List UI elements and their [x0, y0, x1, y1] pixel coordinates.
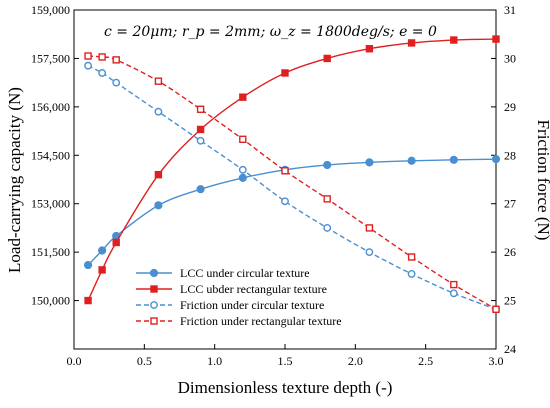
y-right-tick-label: 27 — [504, 197, 516, 211]
data-point — [238, 165, 247, 174]
data-point — [98, 53, 106, 61]
y-right-tick-label: 24 — [504, 342, 516, 356]
data-point — [449, 289, 458, 298]
series-layer — [83, 35, 501, 314]
legend-marker — [150, 285, 158, 293]
axis-ticks: 0.0 0.5 1.0 1.5 2.0 2.5 3.0 150,000 151,500 153,0… — [31, 3, 516, 368]
y-right-tick-label: 25 — [504, 294, 516, 308]
data-point — [407, 270, 416, 278]
data-point — [196, 105, 205, 113]
data-point — [323, 224, 332, 232]
series-3 — [84, 61, 500, 314]
y-axis-left-title: Load-carrying capacity (N) — [5, 87, 24, 273]
data-point — [98, 266, 106, 274]
y-right-tick-label: 26 — [504, 245, 516, 259]
y-axis-right-title: Friction force (N) — [534, 120, 550, 241]
legend-label: Friction under rectangular texture — [180, 314, 342, 328]
series-line-2 — [87, 38, 497, 301]
data-point — [450, 36, 458, 44]
data-point — [83, 260, 93, 270]
data-point — [407, 39, 416, 47]
x-tick-label: 2.5 — [418, 354, 433, 368]
data-point — [323, 54, 331, 63]
y-left-tick-label: 153,000 — [31, 197, 70, 211]
data-point — [84, 52, 92, 60]
data-point — [281, 197, 289, 206]
data-point — [407, 253, 416, 261]
y-right-tick-label: 31 — [504, 3, 516, 17]
data-point — [112, 238, 120, 247]
data-point — [365, 158, 374, 167]
y-right-tick-label: 29 — [504, 100, 516, 114]
series-2 — [84, 35, 500, 305]
data-point — [98, 69, 107, 77]
data-point — [154, 107, 163, 116]
y-left-tick-label: 156,000 — [31, 100, 70, 114]
data-point — [112, 78, 121, 87]
data-point — [84, 296, 92, 305]
data-point — [154, 170, 163, 179]
data-point — [449, 155, 458, 164]
data-point — [112, 56, 120, 64]
data-point — [450, 280, 458, 289]
data-point — [196, 125, 205, 134]
series-4 — [84, 52, 500, 313]
series-line-1 — [87, 158, 497, 266]
legend-marker — [150, 317, 158, 325]
data-point — [365, 248, 374, 257]
data-point — [239, 135, 247, 144]
y-left-tick-label: 150,000 — [31, 294, 70, 308]
chart-annotation: c = 20μm; r_p = 2mm; ω_z = 1800deg/s; e … — [104, 24, 437, 40]
x-tick-label: 1.5 — [278, 354, 293, 368]
data-point — [281, 167, 289, 175]
data-point — [196, 185, 205, 194]
data-point — [281, 69, 289, 77]
legend-label: LCC ubder rectangular texture — [180, 282, 327, 296]
data-point — [98, 246, 107, 255]
y-right-tick-label: 30 — [504, 51, 516, 65]
y-left-tick-label: 154,500 — [31, 148, 70, 162]
legend-label: LCC under circular texture — [180, 266, 310, 280]
series-1 — [83, 155, 501, 270]
legend: LCC under circular texture LCC ubder rect… — [136, 266, 342, 328]
y-left-tick-label: 151,500 — [31, 245, 70, 259]
data-point — [238, 173, 247, 182]
data-point — [365, 224, 374, 232]
x-tick-label: 3.0 — [489, 354, 504, 368]
x-axis-title: Dimensionless texture depth (-) — [178, 378, 393, 397]
data-point — [323, 160, 332, 170]
data-point — [492, 35, 500, 43]
data-point — [154, 77, 163, 85]
data-point — [196, 136, 205, 145]
y-left-tick-label: 157,500 — [31, 51, 70, 65]
legend-marker — [149, 268, 159, 278]
data-point — [491, 155, 501, 164]
legend-marker — [150, 301, 158, 309]
data-point — [323, 195, 331, 203]
data-point — [239, 93, 247, 101]
x-tick-label: 1.0 — [207, 354, 222, 368]
data-point — [492, 305, 500, 313]
data-point — [154, 201, 163, 210]
x-tick-label: 0.0 — [67, 354, 82, 368]
data-point — [84, 61, 92, 70]
legend-label: Friction under circular texture — [180, 298, 324, 312]
y-right-tick-label: 28 — [504, 148, 516, 162]
data-point — [407, 156, 416, 165]
y-left-tick-label: 159,000 — [31, 3, 70, 17]
x-tick-label: 2.0 — [348, 354, 363, 368]
x-tick-label: 0.5 — [137, 354, 152, 368]
data-point — [365, 45, 374, 53]
